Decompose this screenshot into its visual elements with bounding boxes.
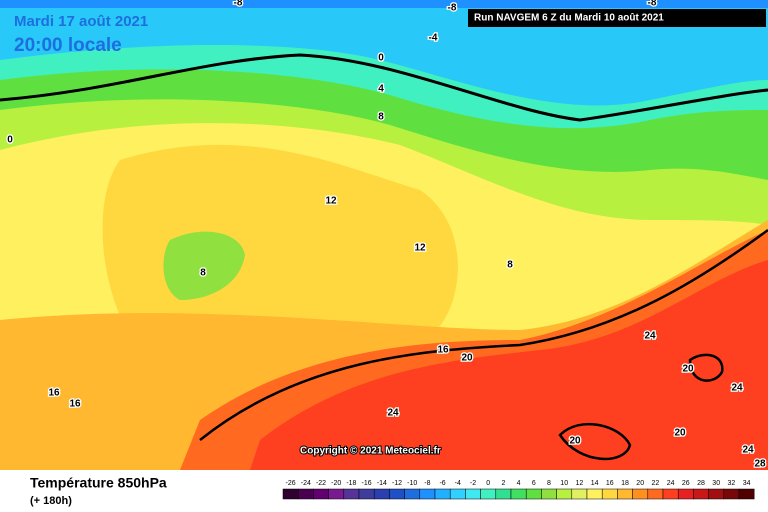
contour-label: 20 [569,436,581,447]
legend-swatch [708,488,725,500]
contour-label: 4 [378,84,384,95]
legend-tick-label: -8 [424,480,430,487]
footer-lead: (+ 180h) [30,495,72,507]
legend-tick-label: -20 [331,480,341,487]
contour-label: 16 [69,399,81,410]
contour-label: -8 [648,0,657,9]
run-box [468,9,766,27]
legend-tick-label: 10 [560,480,568,487]
legend-tick-label: 28 [697,480,705,487]
legend-swatch [449,488,466,500]
legend-tick-label: 6 [532,480,536,487]
valid-date: Mardi 17 août 2021 [14,13,148,30]
legend-swatch [419,488,436,500]
contour-label: -4 [429,33,438,44]
contour-label: 16 [437,345,449,356]
legend-tick-label: 12 [576,480,584,487]
legend-tick-label: -12 [392,480,402,487]
legend-swatch [434,488,451,500]
contour-label: 0 [7,135,13,146]
legend-swatch [738,488,755,500]
legend-swatch [480,488,497,500]
legend-tick-label: 24 [667,480,675,487]
map-background [0,0,768,471]
legend-tick-label: -18 [346,480,356,487]
legend-swatch [510,488,527,500]
legend-swatch [541,488,557,500]
legend-swatch [617,488,633,500]
contour-label: 24 [742,445,754,456]
legend-tick-label: 18 [621,480,629,487]
contour-label: 8 [200,268,206,279]
legend-tick-label: 26 [682,480,690,487]
valid-time: 20:00 locale [14,35,122,56]
legend-swatch [465,488,481,500]
legend-swatch [358,488,375,500]
legend-tick-label: 4 [517,480,521,487]
legend-swatch [723,488,740,500]
legend-swatch [495,488,512,500]
legend-tick-label: 20 [636,480,644,487]
legend-tick-label: 34 [743,480,751,487]
contour-label: 20 [461,353,473,364]
legend-swatch [601,488,618,500]
legend-swatch [647,488,664,500]
legend-swatch [556,488,573,500]
legend-swatch [282,488,299,500]
legend-tick-label: 2 [501,480,505,487]
legend-tick-label: -2 [470,480,476,487]
contour-label: 24 [731,383,743,394]
legend-swatch [632,488,649,500]
legend-swatch [297,488,314,500]
legend-swatch [373,488,390,500]
legend-swatch [586,488,603,500]
legend-tick-label: 30 [712,480,720,487]
contour-label: 12 [414,243,426,254]
contour-label: 24 [644,331,656,342]
legend-tick-label: 8 [547,480,551,487]
legend-tick-label: 32 [728,480,736,487]
legend-swatch [525,488,542,500]
legend-tick-label: 16 [606,480,614,487]
legend-tick-label: -26 [286,480,296,487]
legend-swatch [343,488,360,500]
legend-swatch [693,488,709,500]
legend-tick-label: -16 [362,480,372,487]
contour-label: 16 [48,388,60,399]
contour-label: 8 [378,112,384,123]
contour-label: 24 [387,408,399,419]
legend-tick-label: -10 [407,480,417,487]
contour-label: -8 [448,3,457,14]
contour-label: 8 [507,260,513,271]
contour-label: 20 [682,364,694,375]
legend-swatch [389,488,405,500]
legend-swatch [571,488,588,500]
contour-label: 12 [325,196,337,207]
legend-tick-label: -22 [316,480,326,487]
footer-title: Température 850hPa [30,475,167,491]
legend-tick-label: -4 [455,480,461,487]
legend-swatch [404,488,421,500]
legend-swatch [677,488,694,500]
contour-label: -8 [234,0,243,9]
legend-tick-label: -14 [377,480,387,487]
legend-swatch [313,488,329,500]
legend-tick-label: 14 [591,480,599,487]
copyright: Copyright © 2021 Meteociel.fr [300,446,441,457]
legend-swatch [328,488,345,500]
legend-tick-label: 0 [486,480,490,487]
legend-swatch [662,488,679,500]
contour-label: 20 [674,428,686,439]
legend-tick-label: 22 [652,480,660,487]
run-info: Run NAVGEM 6 Z du Mardi 10 août 2021 [474,13,664,24]
contour-label: 0 [378,53,384,64]
legend-tick-label: -24 [301,480,311,487]
contour-label: 28 [754,459,766,470]
legend-tick-label: -6 [439,480,445,487]
